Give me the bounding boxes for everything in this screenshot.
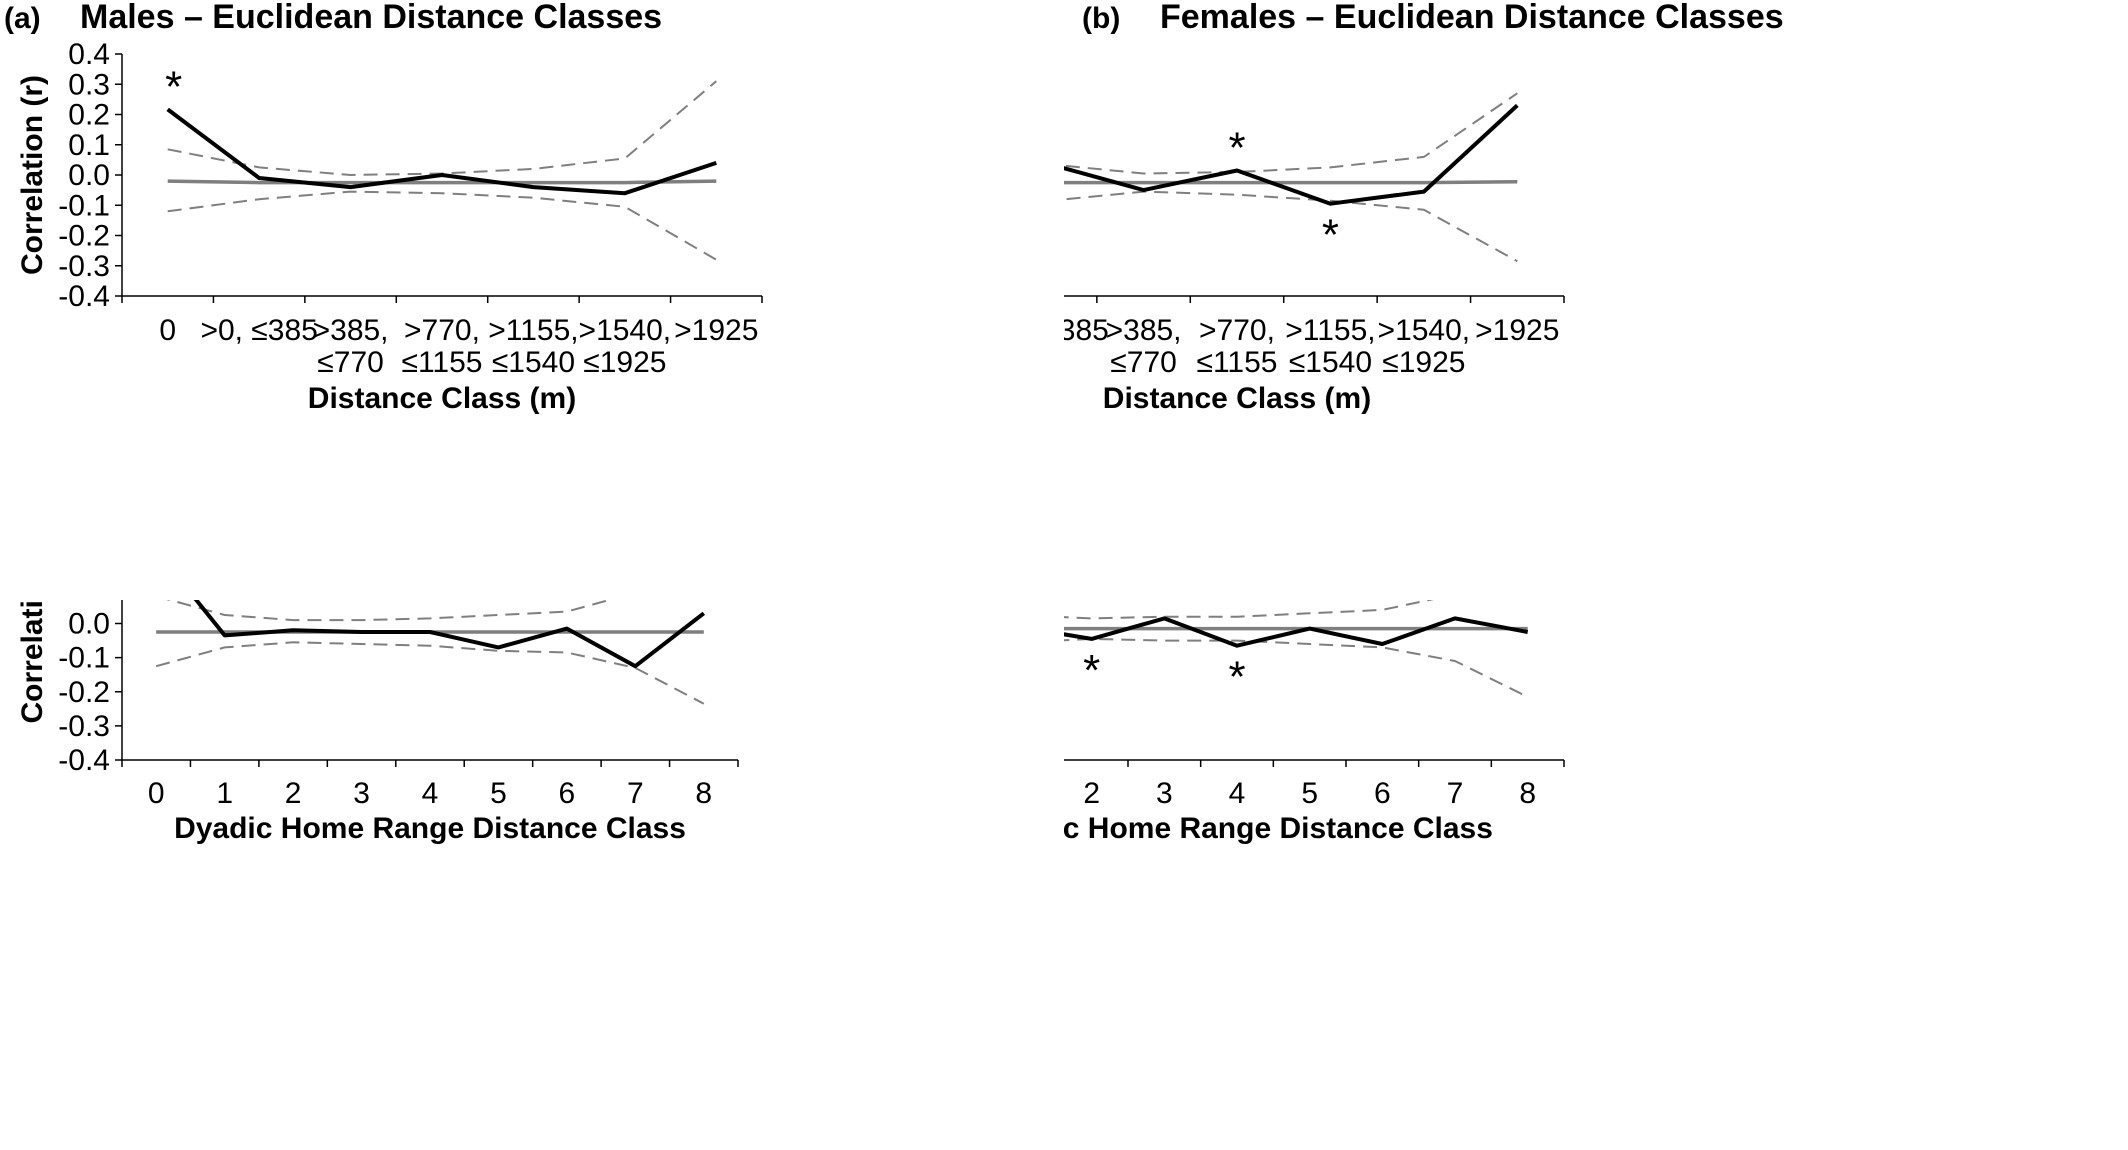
- y-tick-label: 0.2: [68, 99, 110, 132]
- x-tick-label: 2: [285, 777, 302, 810]
- chart-a-svg: (a) Males – Euclidean Distance Classes0.4…: [4, 0, 763, 415]
- series-line-lower-ci: [956, 190, 1518, 263]
- x-tick-label: >1540,: [1378, 314, 1471, 347]
- y-tick-label: -0.2: [58, 220, 110, 253]
- significance-star: *: [1228, 653, 1245, 702]
- y-tick-label: 0.1: [68, 129, 110, 162]
- x-tick-label: 8: [695, 777, 712, 810]
- x-axis-title: Dyadic Home Range Distance Class: [174, 812, 686, 845]
- x-tick-label: ≤1925: [1382, 346, 1465, 379]
- x-tick-label: 7: [627, 777, 644, 810]
- x-tick-label: 2: [1083, 777, 1100, 810]
- x-tick-label: 5: [1301, 777, 1318, 810]
- x-tick-label: >770,: [404, 314, 480, 347]
- y-tick-label: -0.4: [58, 280, 110, 313]
- x-tick-label: 3: [353, 777, 370, 810]
- series-line-upper-ci: [946, 550, 1529, 620]
- x-tick-label: ≤770: [317, 346, 384, 379]
- chart-title: Males – Euclidean Distance Classes: [80, 0, 662, 36]
- series-line-mean: [167, 179, 717, 185]
- x-tick-label: >770,: [1199, 314, 1275, 347]
- y-tick-label: 0.1: [68, 600, 110, 606]
- x-tick-label: >385,: [313, 314, 389, 347]
- x-tick-label: >385,: [1106, 314, 1182, 347]
- panel-a-chart: (a) Males – Euclidean Distance Classes 0.4…: [0, 0, 1064, 605]
- x-tick-label: ≤1155: [1197, 346, 1278, 379]
- x-tick-label: >1540,: [579, 314, 672, 347]
- x-tick-label: 0: [159, 314, 176, 347]
- x-tick-label: >1925: [1475, 314, 1559, 347]
- x-axis-title: Distance Class (m): [308, 382, 576, 415]
- y-tick-label: -0.1: [58, 189, 110, 222]
- x-tick-label: 8: [1519, 777, 1536, 810]
- series-line-lower-ci: [946, 637, 1529, 698]
- x-tick-label: 4: [1229, 777, 1246, 810]
- x-tick-label: ≤1155: [402, 346, 483, 379]
- x-axis-title: Distance Class (m): [1103, 382, 1371, 415]
- x-axis-title: Dyadic Home Range Distance Class: [1064, 812, 1493, 845]
- x-tick-label: 7: [1447, 777, 1464, 810]
- significance-star: *: [1083, 646, 1100, 695]
- panel-label: (b): [1082, 2, 1120, 35]
- x-tick-label: >1155,: [488, 314, 578, 347]
- y-tick-label: 0.3: [68, 68, 110, 101]
- y-tick-label: -0.3: [58, 710, 110, 743]
- x-tick-label: 1: [216, 777, 233, 810]
- x-tick-label: >1155,: [1285, 314, 1375, 347]
- y-tick-label: -0.3: [58, 250, 110, 283]
- x-tick-label: 6: [559, 777, 576, 810]
- series-line-lower-ci: [167, 190, 717, 261]
- y-axis-title: Correlation (r): [16, 75, 49, 275]
- y-tick-label: -0.2: [58, 676, 110, 709]
- x-tick-label: 3: [1156, 777, 1173, 810]
- x-tick-label: >0, ≤385: [200, 314, 317, 347]
- series-line-correlation: [944, 504, 1529, 648]
- y-tick-label: -0.4: [58, 744, 110, 777]
- x-tick-label: ≤1925: [583, 346, 666, 379]
- panel-d-chart: (d)Females – Home Range Distance Classes…: [816, 440, 2128, 1150]
- y-tick-label: 0.0: [68, 608, 110, 641]
- chart-c-svg: (c)Males – Home Range Distance Classes0.…: [4, 440, 739, 845]
- significance-star: *: [1322, 211, 1339, 260]
- chart-d-svg: (d)Females – Home Range Distance Classes…: [816, 440, 1831, 845]
- panel-label: (a): [4, 2, 41, 35]
- x-tick-label: ≤770: [1110, 346, 1177, 379]
- significance-star: *: [165, 62, 182, 111]
- x-tick-label: ≤1540: [492, 346, 575, 379]
- series-line-correlation: [166, 107, 717, 196]
- chart-title: Females – Euclidean Distance Classes: [1160, 0, 1784, 36]
- y-tick-label: -0.1: [58, 642, 110, 675]
- series-line-upper-ci: [155, 554, 705, 622]
- panel-b-chart: (b)Females – Euclidean Distance Classes0…: [816, 0, 2128, 605]
- chart-b-svg: (b)Females – Euclidean Distance Classes0…: [816, 0, 1784, 415]
- series-line-lower-ci: [155, 641, 705, 705]
- significance-star: *: [1228, 123, 1245, 172]
- x-tick-label: 4: [422, 777, 439, 810]
- series-line-correlation: [154, 548, 706, 669]
- x-tick-label: >1925: [674, 314, 758, 347]
- series-line-upper-ci: [956, 92, 1518, 175]
- x-tick-label: 6: [1374, 777, 1391, 810]
- panel-c-chart: (c)Males – Home Range Distance Classes0.…: [0, 440, 1064, 1150]
- y-tick-label: 0.4: [68, 38, 110, 71]
- series-line-upper-ci: [167, 80, 717, 176]
- series-line-mean: [956, 177, 1518, 185]
- x-tick-label: 0: [148, 777, 165, 810]
- y-axis-title: Correlation (r): [16, 600, 49, 724]
- x-tick-label: 5: [490, 777, 507, 810]
- y-tick-label: 0.0: [68, 159, 110, 192]
- x-tick-label: ≤1540: [1289, 346, 1372, 379]
- x-tick-label: >0, ≤385: [1064, 314, 1109, 347]
